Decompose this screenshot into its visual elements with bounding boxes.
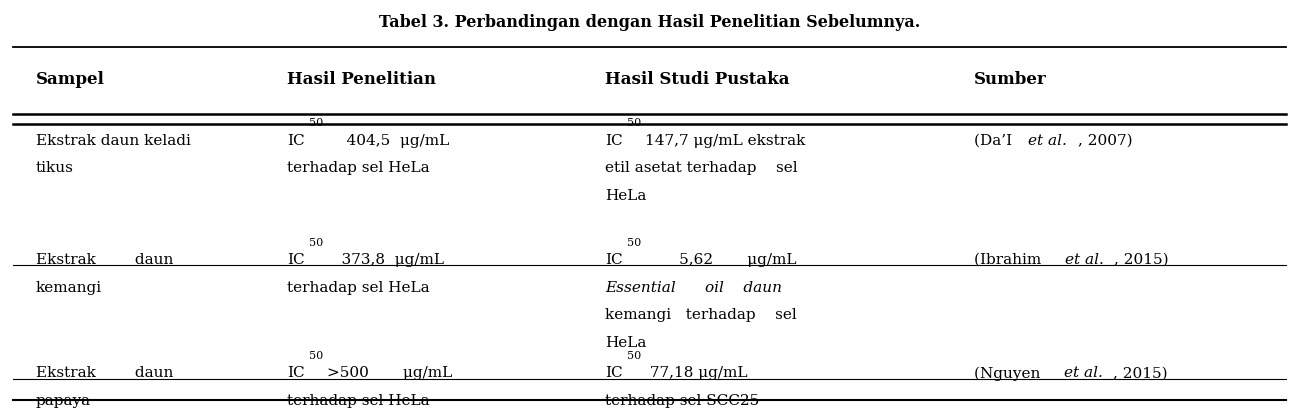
Text: (Da’I: (Da’I — [974, 134, 1017, 147]
Text: Hasil Studi Pustaka: Hasil Studi Pustaka — [605, 71, 790, 88]
Text: kemangi   terhadap    sel: kemangi terhadap sel — [605, 308, 796, 322]
Text: , 2015): , 2015) — [1115, 253, 1169, 267]
Text: >500       μg/mL: >500 μg/mL — [327, 366, 452, 380]
Text: , 2007): , 2007) — [1078, 134, 1133, 147]
Text: IC: IC — [287, 253, 304, 267]
Text: 50: 50 — [309, 238, 323, 248]
Text: Hasil Penelitian: Hasil Penelitian — [287, 71, 435, 88]
Text: et al.: et al. — [1064, 366, 1103, 380]
Text: Sumber: Sumber — [974, 71, 1047, 88]
Text: terhadap sel HeLa: terhadap sel HeLa — [287, 161, 429, 175]
Text: IC: IC — [605, 366, 622, 380]
Text: kemangi: kemangi — [36, 280, 103, 294]
Text: terhadap sel HeLa: terhadap sel HeLa — [287, 280, 429, 294]
Text: tikus: tikus — [36, 161, 74, 175]
Text: Ekstrak daun keladi: Ekstrak daun keladi — [36, 134, 191, 147]
Text: et al.: et al. — [1029, 134, 1068, 147]
Text: IC: IC — [605, 134, 622, 147]
Text: terhadap sel SCC25: terhadap sel SCC25 — [605, 394, 759, 408]
Text: HeLa: HeLa — [605, 336, 647, 350]
Text: terhadap sel HeLa: terhadap sel HeLa — [287, 394, 429, 408]
Text: etil asetat terhadap    sel: etil asetat terhadap sel — [605, 161, 798, 175]
Text: IC: IC — [287, 134, 304, 147]
Text: 373,8  μg/mL: 373,8 μg/mL — [327, 253, 444, 267]
Text: Tabel 3. Perbandingan dengan Hasil Penelitian Sebelumnya.: Tabel 3. Perbandingan dengan Hasil Penel… — [379, 14, 920, 31]
Text: 404,5  μg/mL: 404,5 μg/mL — [327, 134, 449, 147]
Text: (Nguyen: (Nguyen — [974, 366, 1046, 381]
Text: , 2015): , 2015) — [1113, 366, 1168, 380]
Text: 5,62       μg/mL: 5,62 μg/mL — [646, 253, 796, 267]
Text: Ekstrak        daun: Ekstrak daun — [36, 366, 173, 380]
Text: 77,18 μg/mL: 77,18 μg/mL — [646, 366, 748, 380]
Text: Ekstrak        daun: Ekstrak daun — [36, 253, 173, 267]
Text: papaya: papaya — [36, 394, 91, 408]
Text: IC: IC — [605, 253, 622, 267]
Text: 50: 50 — [627, 238, 642, 248]
Text: Essential      oil    daun: Essential oil daun — [605, 280, 782, 294]
Text: 50: 50 — [309, 119, 323, 128]
Text: 50: 50 — [627, 119, 642, 128]
Text: 147,7 μg/mL ekstrak: 147,7 μg/mL ekstrak — [646, 134, 805, 147]
Text: Sampel: Sampel — [36, 71, 105, 88]
Text: 50: 50 — [309, 351, 323, 361]
Text: (Ibrahim: (Ibrahim — [974, 253, 1046, 267]
Text: 50: 50 — [627, 351, 642, 361]
Text: HeLa: HeLa — [605, 189, 647, 203]
Text: IC: IC — [287, 366, 304, 380]
Text: et al.: et al. — [1065, 253, 1104, 267]
